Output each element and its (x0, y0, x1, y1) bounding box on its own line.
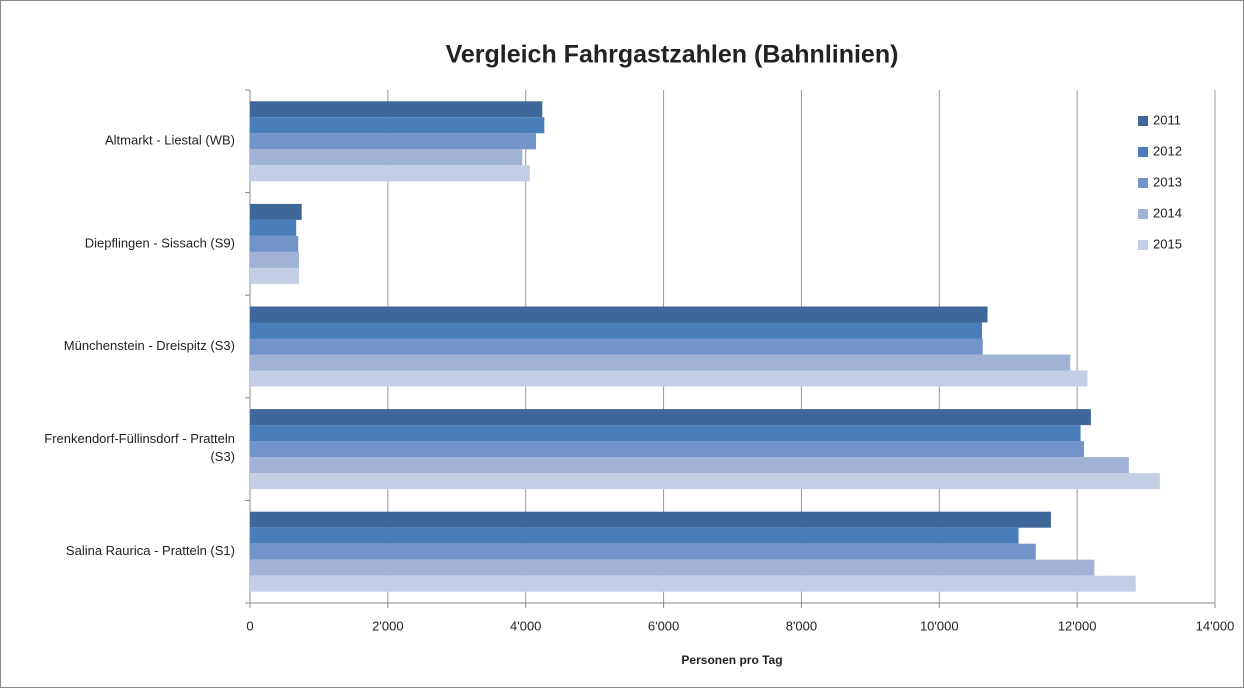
legend-label: 2012 (1153, 143, 1182, 158)
bar (250, 354, 1071, 371)
bar (250, 338, 983, 355)
x-tick-label: 4'000 (510, 618, 541, 633)
legend-swatch (1138, 116, 1148, 126)
bar (250, 219, 297, 236)
legend-swatch (1138, 240, 1148, 250)
x-tick-label: 10'000 (920, 618, 959, 633)
legend-swatch (1138, 209, 1148, 219)
x-axis-title: Personen pro Tag (681, 653, 782, 667)
bar (250, 575, 1136, 592)
bar (250, 149, 523, 166)
bar (250, 559, 1095, 576)
chart-title: Vergleich Fahrgastzahlen (Bahnlinien) (446, 41, 899, 69)
x-tick-label: 0 (246, 618, 253, 633)
x-tick-label: 12'000 (1058, 618, 1097, 633)
bar (250, 203, 302, 220)
bar (250, 425, 1081, 442)
bar (250, 251, 299, 268)
bar (250, 101, 543, 118)
legend-label: 2011 (1153, 112, 1181, 127)
x-tick-label: 2'000 (372, 618, 403, 633)
bar (250, 133, 537, 150)
bar (250, 527, 1019, 544)
legend-swatch (1138, 178, 1148, 188)
bar (250, 473, 1160, 490)
y-tick-label: Salina Raurica - Pratteln (S1) (66, 543, 235, 558)
y-tick-label: Frenkendorf-Füllinsdorf - Pratteln (S3) (44, 432, 235, 465)
bar (250, 117, 545, 134)
x-tick-label: 6'000 (648, 618, 679, 633)
bar (250, 511, 1051, 528)
bar (250, 322, 983, 339)
bar (250, 543, 1036, 560)
bar (250, 165, 530, 182)
x-tick-label: 14'000 (1196, 618, 1235, 633)
legend-label: 2014 (1153, 205, 1182, 220)
bar (250, 235, 299, 252)
bar (250, 409, 1091, 426)
y-tick-label: Altmarkt - Liestal (WB) (105, 133, 235, 148)
y-tick-label: Diepflingen - Sissach (S9) (85, 235, 235, 250)
bar (250, 370, 1088, 387)
bar (250, 306, 988, 323)
bar (250, 267, 299, 284)
x-tick-label: 8'000 (786, 618, 817, 633)
bar (250, 441, 1085, 458)
y-tick-label: Münchenstein - Dreispitz (S3) (64, 338, 235, 353)
legend-swatch (1138, 147, 1148, 157)
legend-label: 2015 (1153, 236, 1182, 251)
legend-label: 2013 (1153, 174, 1182, 189)
bar (250, 457, 1129, 474)
